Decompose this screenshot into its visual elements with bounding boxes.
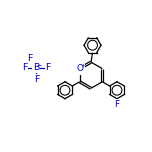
Text: −: − — [36, 62, 42, 67]
Text: B: B — [33, 63, 40, 72]
Text: +: + — [80, 64, 85, 69]
Text: F: F — [27, 54, 32, 63]
Text: O: O — [76, 64, 83, 73]
Text: F: F — [22, 63, 28, 72]
Text: F: F — [45, 63, 51, 72]
Text: F: F — [114, 100, 120, 109]
Text: F: F — [34, 75, 39, 84]
